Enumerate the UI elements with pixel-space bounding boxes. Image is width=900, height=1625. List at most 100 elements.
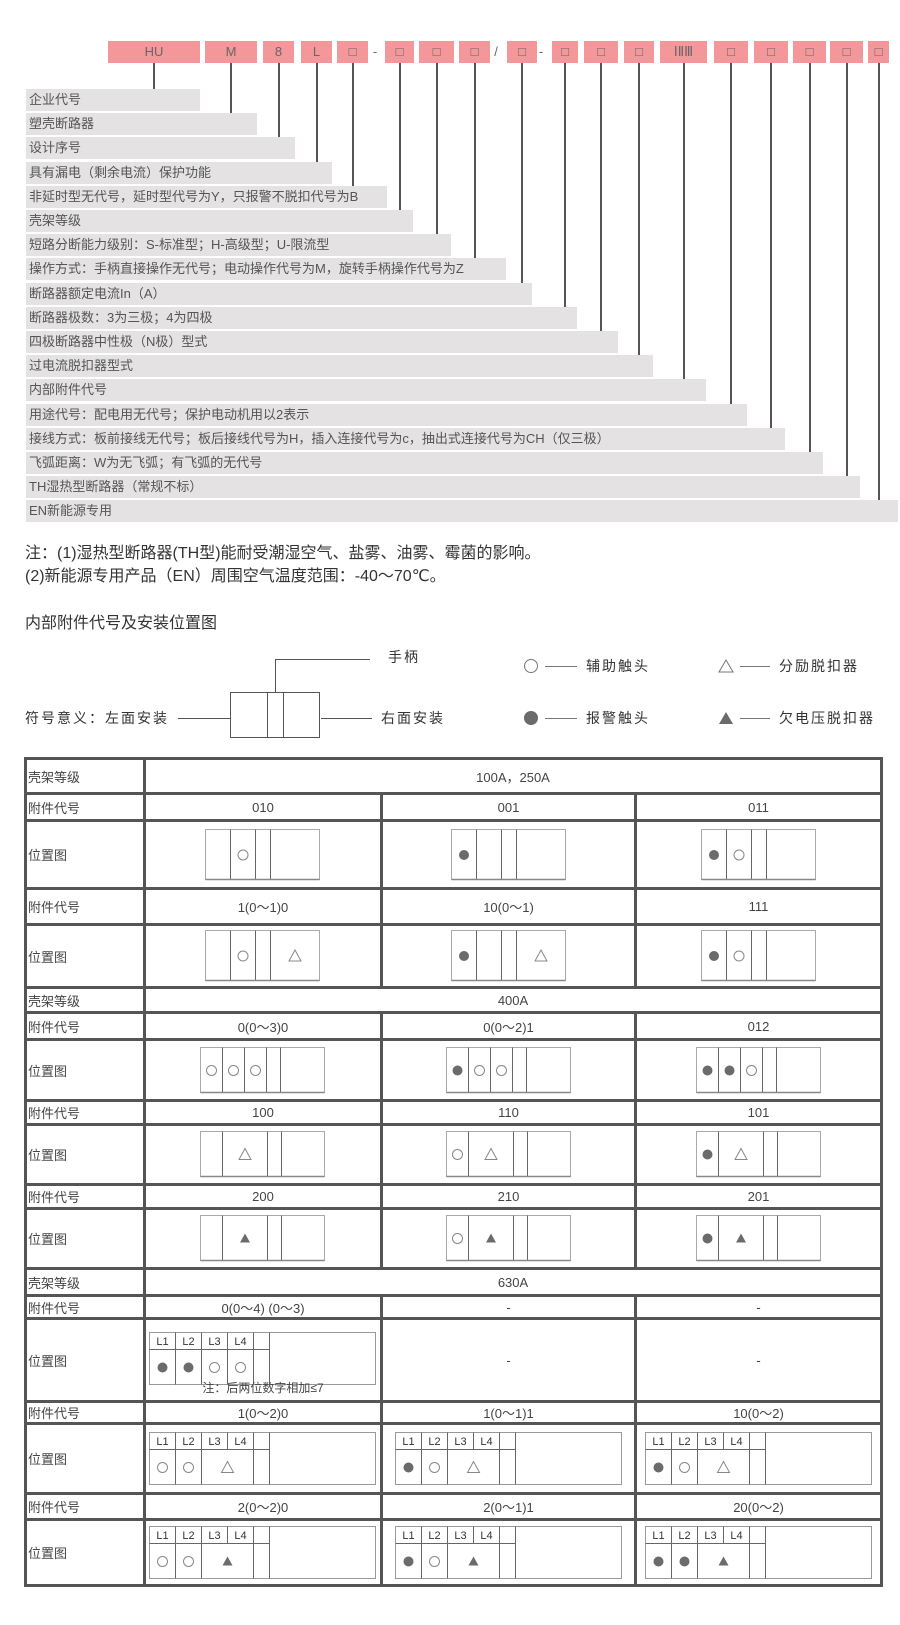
code-segment-box: ⅠⅡⅢ bbox=[660, 41, 707, 63]
undervoltage-release-icon bbox=[240, 1233, 250, 1243]
alarm-contact-icon bbox=[403, 1556, 413, 1566]
code-label: 附件代号 bbox=[24, 1183, 146, 1210]
position-diagram: - bbox=[383, 1353, 634, 1368]
diagram-cell bbox=[634, 819, 883, 890]
code-segment-box: M bbox=[205, 41, 257, 63]
accessory-code: 0(0～3)0 bbox=[143, 1011, 383, 1041]
diagram-svg bbox=[200, 1131, 325, 1178]
table-row: 壳架等级 400A bbox=[24, 986, 883, 1014]
aux-contact-icon bbox=[250, 1064, 261, 1076]
position-diagram bbox=[637, 1215, 880, 1262]
code-description: EN新能源专用 bbox=[26, 500, 898, 522]
aux-contact-icon bbox=[495, 1064, 507, 1076]
diagram-frame bbox=[149, 1525, 376, 1579]
table-row: 壳架等级 630A bbox=[24, 1267, 883, 1297]
position-diagram bbox=[146, 828, 380, 881]
alarm-contact-icon bbox=[524, 711, 538, 725]
shunt-release-icon bbox=[288, 948, 302, 962]
shunt-release-icon bbox=[733, 1147, 748, 1160]
leader-line bbox=[230, 63, 232, 113]
leader-line bbox=[638, 63, 640, 355]
pole-label: L3 bbox=[208, 1336, 220, 1348]
diagram-svg bbox=[205, 930, 320, 982]
pole-label: L3 bbox=[454, 1436, 466, 1448]
table-row: 位置图 bbox=[24, 923, 883, 989]
position-diagram bbox=[637, 828, 880, 881]
shunt-release-icon bbox=[533, 948, 548, 962]
alarm-contact-icon bbox=[702, 1065, 712, 1075]
accessory-code: 1(0～1)1 bbox=[380, 1400, 637, 1425]
diagram-svg bbox=[200, 1215, 325, 1262]
legend-dash bbox=[740, 666, 770, 667]
table-row: 附件代号 0(0～3)0 0(0～2)1 012 bbox=[24, 1011, 883, 1041]
diagram-label: 位置图 bbox=[24, 819, 146, 890]
undervoltage-release-icon bbox=[222, 1556, 233, 1565]
pole-label: L3 bbox=[704, 1436, 716, 1448]
frame-label: 壳架等级 bbox=[24, 757, 146, 795]
legend-dash bbox=[545, 718, 577, 719]
diagram-cell bbox=[380, 1123, 637, 1186]
diagram-svg: L1 L2 L3 L4 bbox=[644, 1525, 872, 1579]
diagram-cell bbox=[380, 1038, 637, 1102]
left-mount-label: 符号意义：左面安装 bbox=[25, 710, 169, 726]
leader-line bbox=[770, 63, 772, 428]
pole-label: L2 bbox=[678, 1436, 690, 1448]
shunt-release-icon bbox=[238, 1147, 252, 1160]
code-description: TH湿热型断路器（常规不标） bbox=[26, 476, 860, 498]
diagram-svg bbox=[445, 1046, 571, 1093]
accessory-code: - bbox=[634, 1294, 883, 1320]
pole-label: L2 bbox=[182, 1336, 194, 1348]
aux-contact-icon bbox=[235, 1362, 246, 1373]
diagram-cell bbox=[380, 1207, 637, 1270]
legend-undervoltage-release: 欠电压脱扣器 bbox=[779, 710, 875, 726]
aux-contact-icon bbox=[183, 1461, 194, 1473]
table-row: 位置图 bbox=[24, 819, 883, 890]
accessory-code: - bbox=[380, 1294, 637, 1320]
table-row: 位置图 L1 L2 L3 L4 L1 L2 L3 L4 L1 L2 L3 L4 bbox=[24, 1422, 883, 1495]
empty-cell: - bbox=[756, 1352, 761, 1368]
pole-label: L2 bbox=[428, 1530, 440, 1542]
diagram-svg: L1 L2 L3 L4 bbox=[149, 1431, 376, 1485]
diagram-label: 位置图 bbox=[24, 1123, 146, 1186]
diagram-label: 位置图 bbox=[24, 1317, 146, 1403]
diagram-label: 位置图 bbox=[24, 923, 146, 989]
accessory-code: 012 bbox=[634, 1011, 883, 1041]
code-segment-box: □ bbox=[584, 41, 618, 63]
alarm-contact-icon bbox=[653, 1462, 663, 1472]
alarm-contact-icon bbox=[403, 1462, 413, 1472]
code-description: 断路器额定电流In（A） bbox=[26, 283, 532, 305]
aux-contact-icon bbox=[451, 1233, 463, 1244]
position-diagram: L1 L2 L3 L4 bbox=[637, 1431, 880, 1486]
code-label: 附件代号 bbox=[24, 792, 146, 822]
pole-label: L4 bbox=[234, 1436, 246, 1448]
accessory-code: 101 bbox=[634, 1099, 883, 1126]
code-description: 具有漏电（剩余电流）保护功能 bbox=[26, 162, 332, 184]
leader-line bbox=[352, 63, 354, 186]
leader-line bbox=[316, 63, 318, 162]
diagram-frame bbox=[695, 1131, 821, 1177]
code-description: 过电流脱扣器型式 bbox=[26, 355, 653, 377]
leader-line bbox=[809, 63, 811, 452]
table-row: 附件代号 1(0～2)0 1(0～1)1 10(0～2) bbox=[24, 1400, 883, 1425]
note-line-1: 注：(1)湿热型断路器(TH型)能耐受潮湿空气、盐雾、油雾、霉菌的影响。 bbox=[25, 545, 541, 562]
code-label: 附件代号 bbox=[24, 887, 146, 926]
accessory-code: 200 bbox=[143, 1183, 383, 1210]
diagram-svg bbox=[450, 828, 566, 880]
section-title: 内部附件代号及安装位置图 bbox=[25, 615, 218, 632]
undervoltage-release-icon bbox=[719, 712, 733, 724]
pole-label: L4 bbox=[480, 1436, 492, 1448]
table-row: 位置图 bbox=[24, 1207, 883, 1270]
diagram-label: 位置图 bbox=[24, 1207, 146, 1270]
diagram-svg: L1 L2 L3 L4 bbox=[394, 1525, 622, 1579]
position-diagram bbox=[146, 1215, 380, 1262]
alarm-contact-icon bbox=[708, 951, 719, 961]
leader-line bbox=[878, 63, 880, 500]
accessory-code: 210 bbox=[380, 1183, 637, 1210]
position-diagram: L1 L2 L3 L4 bbox=[637, 1525, 880, 1580]
alarm-contact-icon bbox=[679, 1556, 689, 1566]
diagram-cell bbox=[380, 819, 637, 890]
pole-label: L1 bbox=[402, 1530, 414, 1542]
aux-contact-icon bbox=[237, 950, 249, 962]
pole-label: L4 bbox=[730, 1530, 742, 1542]
diagram-svg bbox=[695, 1131, 821, 1178]
